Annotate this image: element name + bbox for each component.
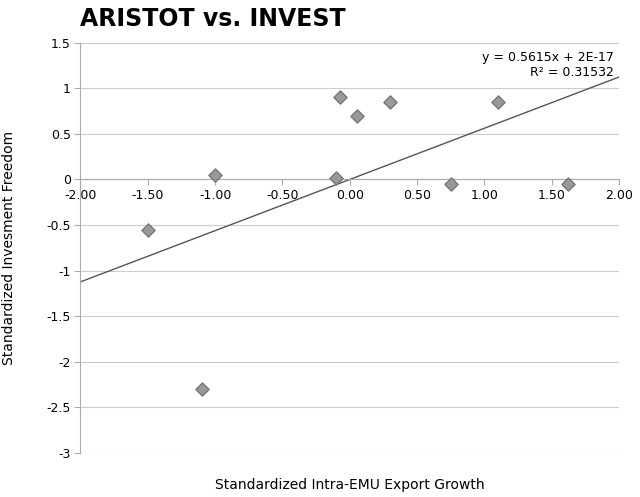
Point xyxy=(143,226,153,234)
Y-axis label: Standardized Invesment Freedom: Standardized Invesment Freedom xyxy=(2,131,16,365)
Point xyxy=(332,173,342,181)
Point xyxy=(493,98,503,106)
X-axis label: Standardized Intra-EMU Export Growth: Standardized Intra-EMU Export Growth xyxy=(215,478,484,492)
Point xyxy=(563,180,573,188)
Point xyxy=(385,98,396,106)
Point xyxy=(335,93,346,101)
Point xyxy=(210,171,220,179)
Point xyxy=(196,385,207,393)
Text: y = 0.5615x + 2E-17
R² = 0.31532: y = 0.5615x + 2E-17 R² = 0.31532 xyxy=(482,51,614,79)
Point xyxy=(445,180,456,188)
Text: ARISTOT vs. INVEST: ARISTOT vs. INVEST xyxy=(81,7,346,31)
Point xyxy=(351,112,362,120)
